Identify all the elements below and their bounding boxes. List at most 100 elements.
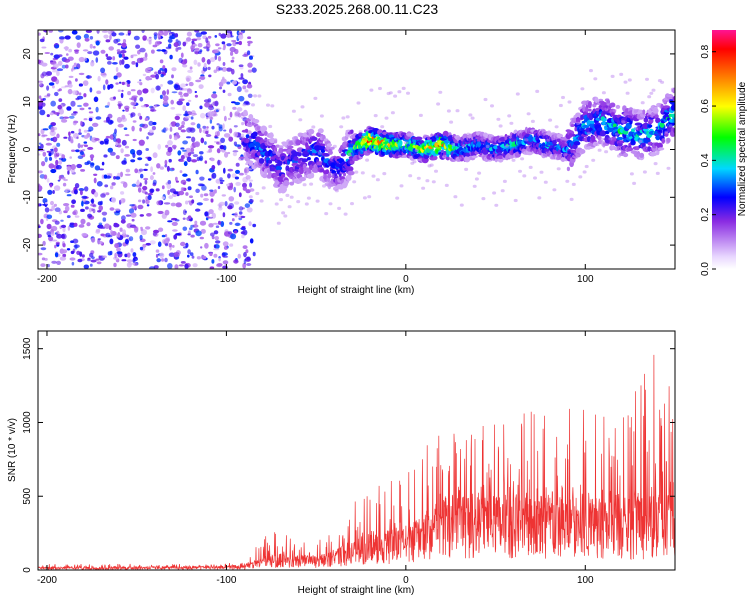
noise-cell	[92, 208, 96, 214]
noise-cell	[119, 59, 123, 66]
spectrogram-ylabel: Frequency (Hz)	[7, 115, 18, 184]
noise-cell	[138, 139, 145, 146]
noise-cell	[199, 127, 202, 134]
noise-cell	[199, 220, 207, 226]
noise-cell	[141, 189, 147, 194]
noise-cell	[222, 123, 225, 130]
noise-cell	[144, 117, 149, 121]
noise-cell	[152, 179, 157, 185]
noise-cell	[245, 175, 251, 180]
noise-cell	[93, 96, 99, 103]
halo-cell	[533, 176, 537, 180]
noise-cell	[209, 104, 213, 111]
noise-cell	[69, 257, 76, 261]
noise-cell	[58, 88, 62, 92]
halo-cell	[660, 80, 665, 84]
noise-cell	[186, 178, 191, 182]
halo-cell	[462, 144, 466, 148]
noise-cell	[247, 50, 251, 56]
noise-cell	[213, 189, 217, 194]
noise-cell	[186, 77, 190, 82]
noise-cell	[227, 117, 231, 121]
halo-cell	[509, 121, 514, 125]
noise-cell	[240, 133, 245, 138]
noise-cell	[131, 183, 137, 187]
x-tick-label: 0	[403, 274, 409, 285]
noise-cell	[80, 208, 85, 212]
noise-cell	[156, 200, 162, 206]
noise-cell	[164, 209, 170, 216]
noise-cell	[77, 95, 84, 100]
halo-cell	[263, 138, 268, 142]
noise-cell	[180, 155, 185, 160]
noise-cell	[222, 241, 229, 247]
noise-cell	[168, 195, 173, 200]
noise-cell	[96, 30, 100, 34]
halo-cell	[563, 153, 568, 157]
noise-cell	[41, 161, 46, 167]
noise-cell	[123, 127, 128, 130]
noise-cell	[68, 48, 72, 53]
noise-cell	[226, 43, 232, 47]
noise-cell	[170, 121, 177, 127]
noise-cell	[121, 259, 127, 262]
halo-cell	[347, 152, 352, 156]
halo-cell	[524, 138, 529, 142]
noise-cell	[80, 218, 86, 225]
noise-cell	[41, 102, 46, 107]
noise-cell	[246, 207, 253, 213]
noise-cell	[213, 248, 220, 251]
noise-cell	[85, 206, 89, 210]
halo-cell	[507, 114, 512, 118]
signal-cell	[556, 133, 564, 139]
halo-cell	[591, 158, 596, 162]
noise-cell	[213, 230, 219, 235]
noise-cell	[95, 40, 100, 46]
halo-cell	[629, 172, 634, 176]
noise-cell	[153, 34, 157, 40]
snr-panel: -200 -100 0 100 0 500 1000 1500 Height of stra…	[7, 330, 676, 596]
signal-cell	[357, 143, 362, 150]
halo-cell	[625, 91, 630, 95]
signal-cell	[654, 114, 659, 118]
noise-cell	[157, 210, 164, 215]
noise-cell	[144, 52, 148, 59]
signal-cell	[328, 150, 333, 155]
noise-cell	[162, 95, 169, 102]
noise-cell	[247, 40, 253, 44]
noise-cell	[175, 180, 179, 183]
noise-cell	[79, 189, 83, 196]
halo-cell	[306, 196, 311, 200]
y-tick-label: 10	[22, 96, 33, 108]
signal-cell	[291, 150, 297, 155]
noise-cell	[178, 190, 185, 196]
halo-cell	[296, 200, 301, 204]
noise-cell	[171, 167, 175, 171]
noise-cell	[131, 226, 138, 229]
noise-cell	[53, 203, 58, 207]
noise-cell	[70, 164, 77, 170]
noise-cell	[182, 41, 187, 47]
noise-cell	[169, 124, 172, 127]
noise-cell	[63, 178, 68, 182]
halo-cell	[446, 109, 451, 113]
halo-cell	[647, 95, 652, 99]
noise-cell	[83, 93, 87, 98]
noise-cell	[218, 67, 223, 71]
noise-cell	[46, 223, 52, 230]
noise-cell	[132, 152, 136, 159]
noise-cell	[83, 141, 88, 144]
noise-cell	[63, 136, 68, 139]
noise-cell	[89, 87, 93, 93]
signal-cell	[655, 135, 661, 141]
noise-cell	[97, 201, 102, 206]
noise-cell	[203, 46, 210, 49]
noise-cell	[204, 160, 208, 164]
noise-cell	[167, 30, 171, 33]
noise-cell	[117, 89, 121, 92]
noise-cell	[124, 253, 128, 258]
noise-cell	[135, 44, 141, 49]
noise-cell	[230, 59, 235, 63]
noise-cell	[39, 109, 46, 116]
noise-cell	[42, 97, 46, 101]
